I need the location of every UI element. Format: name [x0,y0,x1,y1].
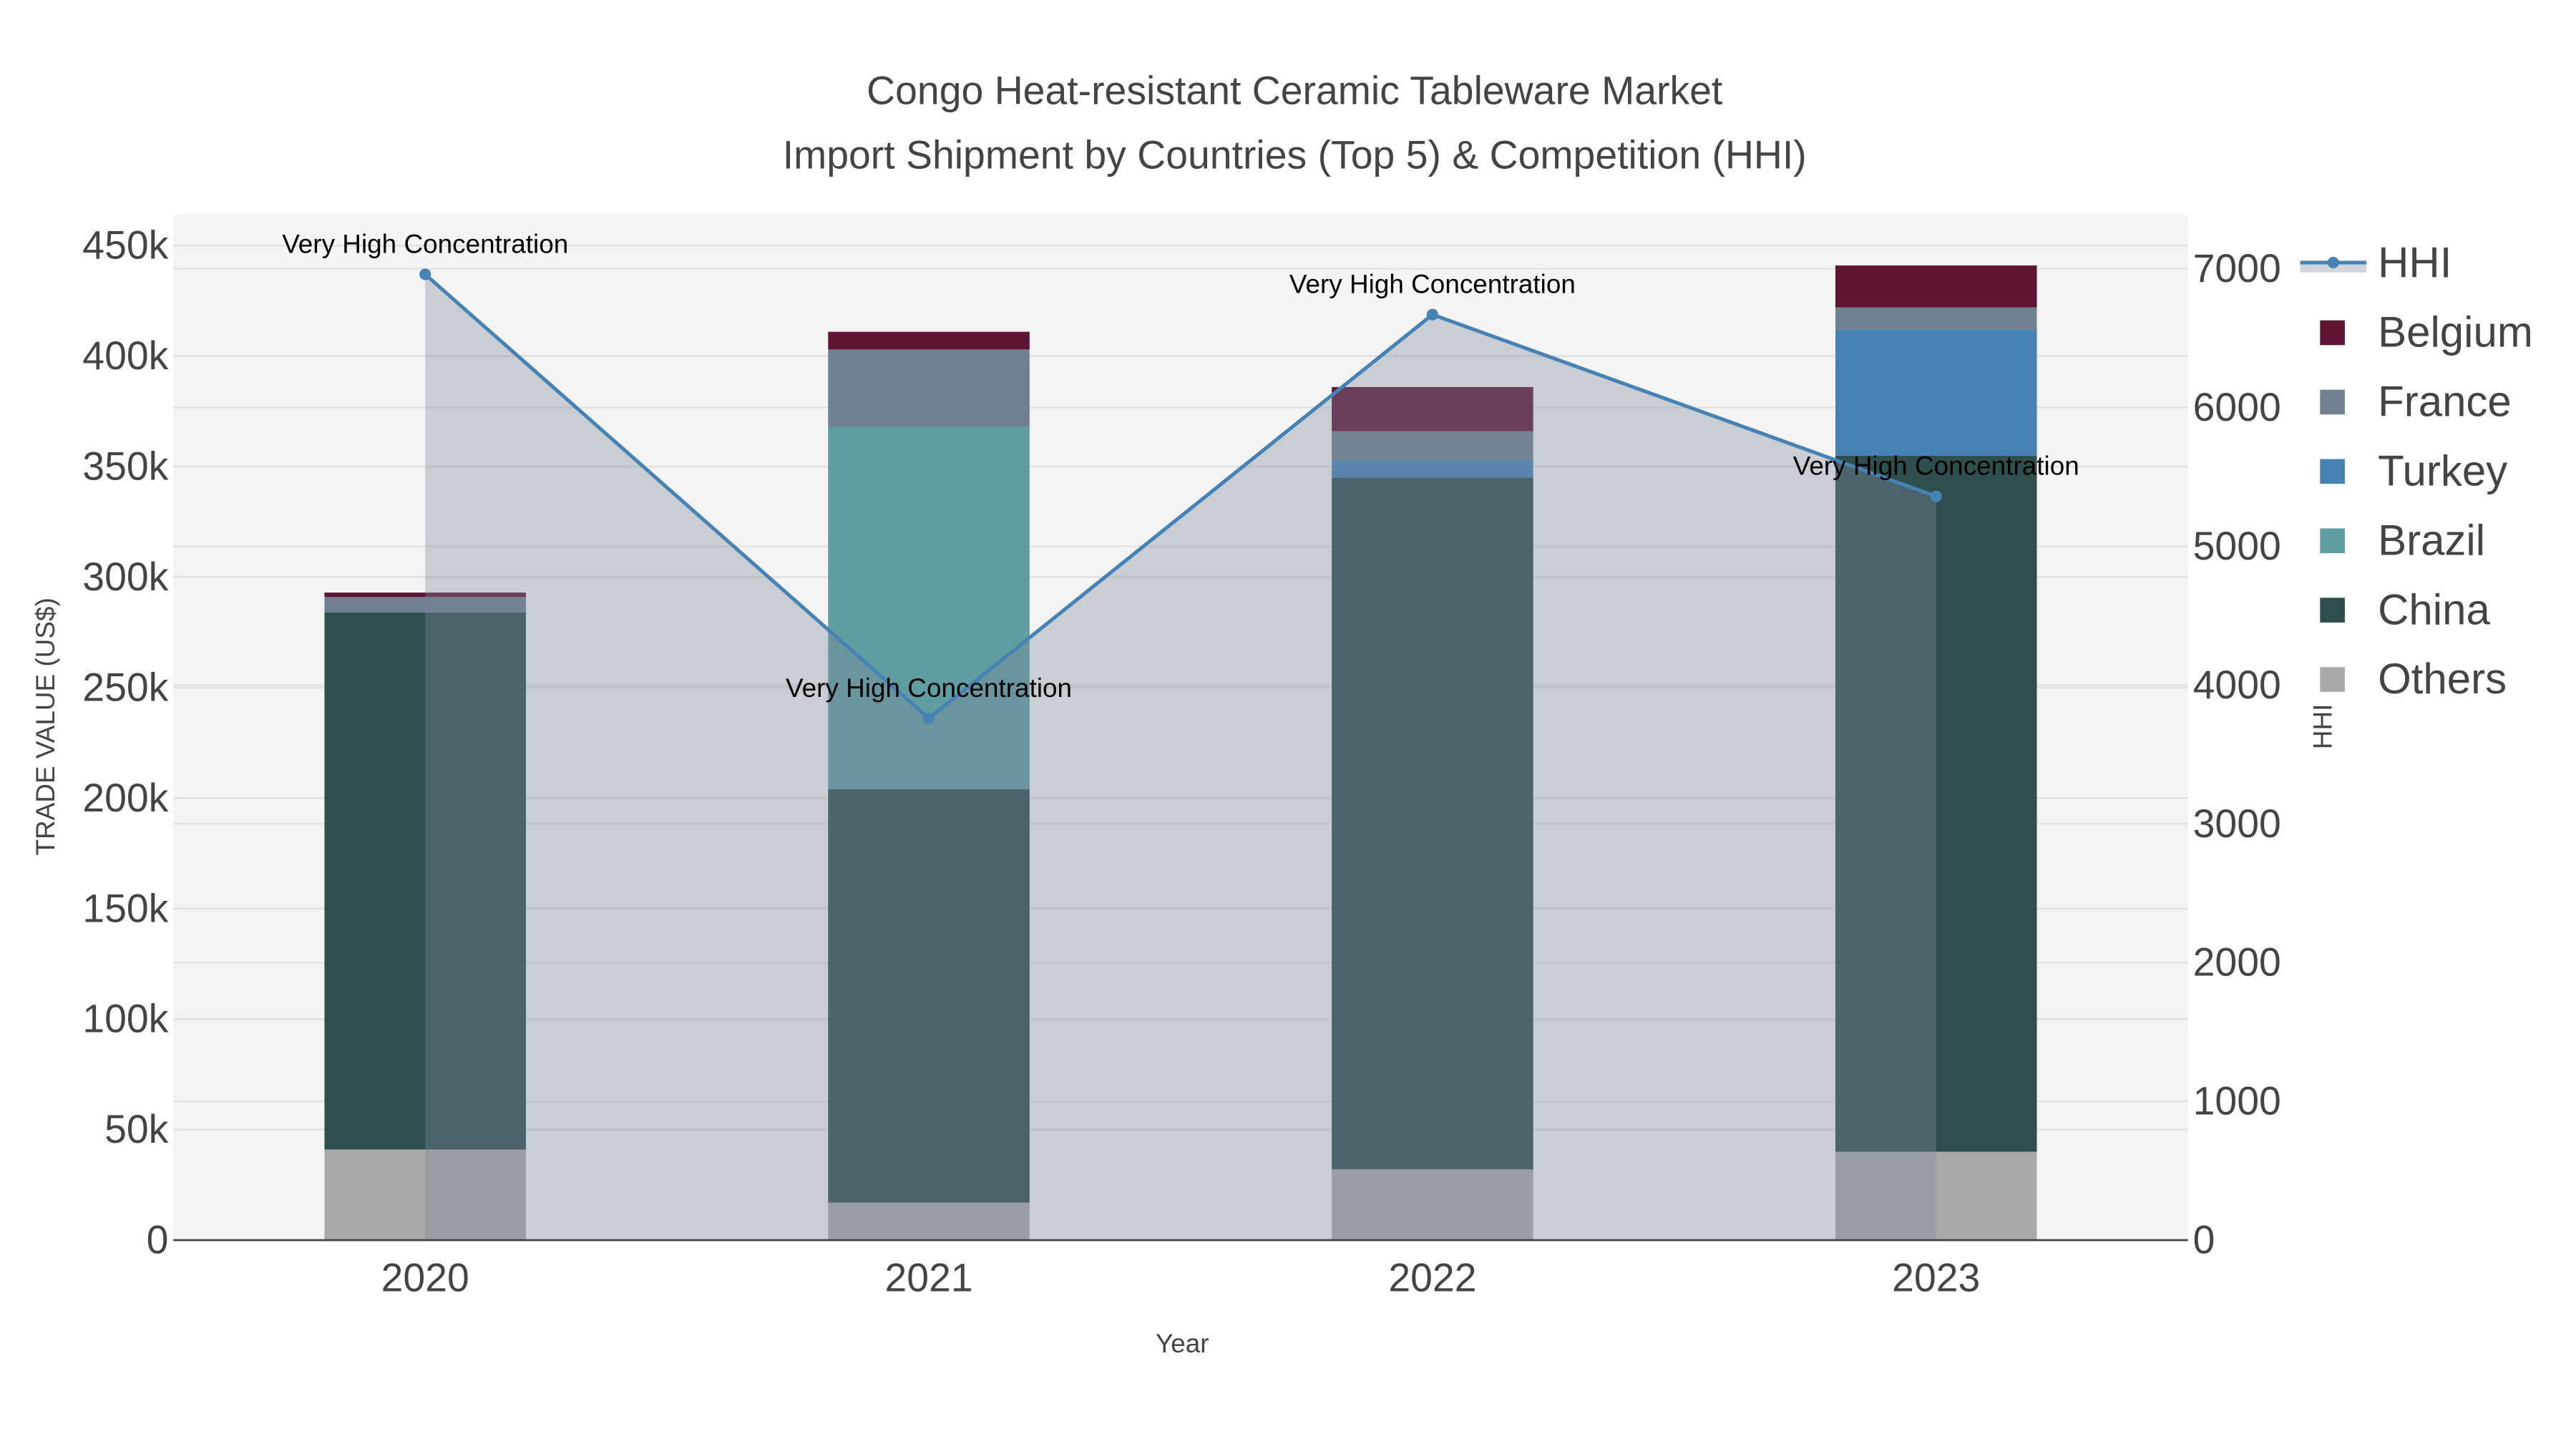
bar-france-2023 [1835,307,2037,330]
y2-tick-label: 6000 [2193,385,2281,429]
legend-item-china: China [2320,585,2490,633]
hhi-line [424,273,1937,721]
bar-others-2022 [1332,1169,1533,1241]
y-tick-label: 150k [82,886,168,930]
y-tick-label: 50k [104,1107,169,1151]
legend-swatch-turkey [2320,459,2345,484]
x-tick-label: 2021 [884,1256,972,1300]
bar-turkey-2023 [1835,329,2037,456]
legend-swatch-hhi-marker [2327,256,2339,268]
bar-belgium-2021 [828,331,1030,350]
legend-swatch-china [2320,597,2345,623]
bar-china-2020 [324,612,526,1150]
legend-item-hhi: HHI [2300,239,2451,287]
y2-tick-label: 4000 [2193,663,2281,707]
y-tick-label: 100k [82,997,168,1041]
legend-item-turkey: Turkey [2320,447,2507,494]
x-tick-label: 2023 [1892,1256,1980,1300]
x-tick-label: 2020 [381,1256,469,1300]
hhi-marker-2020 [419,268,431,280]
legend-label: France [2378,378,2512,426]
y2-tick-label: 7000 [2193,246,2281,291]
hhi-annotation: Very High Concentration [282,229,568,258]
bar-others-2021 [828,1202,1030,1241]
y-tick-label: 250k [82,665,168,709]
bar-france-2021 [828,349,1030,427]
y-tick-label: 450k [82,223,168,268]
y2-axis-title: HHI [2308,704,2337,750]
bar-china-2023 [1835,455,2037,1152]
hhi-area [425,274,1936,1241]
bar-others-2020 [324,1149,526,1241]
bar-belgium-2022 [1332,386,1533,431]
legend-label: Turkey [2378,447,2507,494]
hhi-annotation: Very High Concentration [1289,270,1576,299]
legend-item-others: Others [2320,655,2507,703]
y-tick-label: 200k [82,776,168,820]
bar-turkey-2022 [1332,459,1533,478]
chart-title-line1: Congo Heat-resistant Ceramic Tableware M… [867,68,1722,112]
y-tick-label: 350k [82,444,168,489]
y2-tick-label: 1000 [2193,1079,2281,1123]
legend-item-france: France [2320,378,2512,426]
legend-item-belgium: Belgium [2320,308,2533,356]
bar-brazil-2021 [828,426,1030,790]
bar-china-2021 [828,789,1030,1203]
y-axis-title: TRADE VALUE (US$) [31,597,60,855]
hhi-marker-2022 [1426,308,1438,321]
legend-swatch-brazil [2320,528,2345,554]
y2-tick-label: 2000 [2193,940,2281,985]
hhi-annotation: Very High Concentration [786,673,1072,703]
bar-france-2022 [1332,431,1533,460]
x-axis-title: Year [1156,1329,1209,1358]
legend-label: Belgium [2378,308,2533,356]
legend-label: HHI [2378,239,2451,287]
bar-others-2023 [1835,1151,2037,1241]
bar-china-2022 [1332,477,1533,1170]
y2-tick-label: 0 [2193,1218,2215,1262]
y-tick-label: 400k [82,333,168,378]
y-tick-label: 0 [147,1218,169,1262]
legend-swatch-france [2320,389,2345,415]
x-tick-label: 2022 [1388,1256,1476,1300]
hhi-marker-2023 [1930,490,1942,502]
bar-belgium-2023 [1835,265,2037,308]
legend-swatch-others [2320,667,2345,692]
y2-tick-label: 5000 [2193,524,2281,568]
bar-france-2020 [324,597,526,613]
legend-swatch-belgium [2320,320,2345,346]
chart-title-line2: Import Shipment by Countries (Top 5) & C… [783,132,1807,177]
hhi-marker-2021 [923,712,935,725]
legend-label: Others [2378,655,2507,703]
legend-item-brazil: Brazil [2320,516,2485,564]
bar-belgium-2020 [324,592,526,597]
y-tick-label: 300k [82,555,168,599]
legend-label: Brazil [2378,516,2485,564]
y2-tick-label: 3000 [2193,801,2281,846]
legend-label: China [2378,585,2490,633]
hhi-annotation: Very High Concentration [1793,452,2079,481]
